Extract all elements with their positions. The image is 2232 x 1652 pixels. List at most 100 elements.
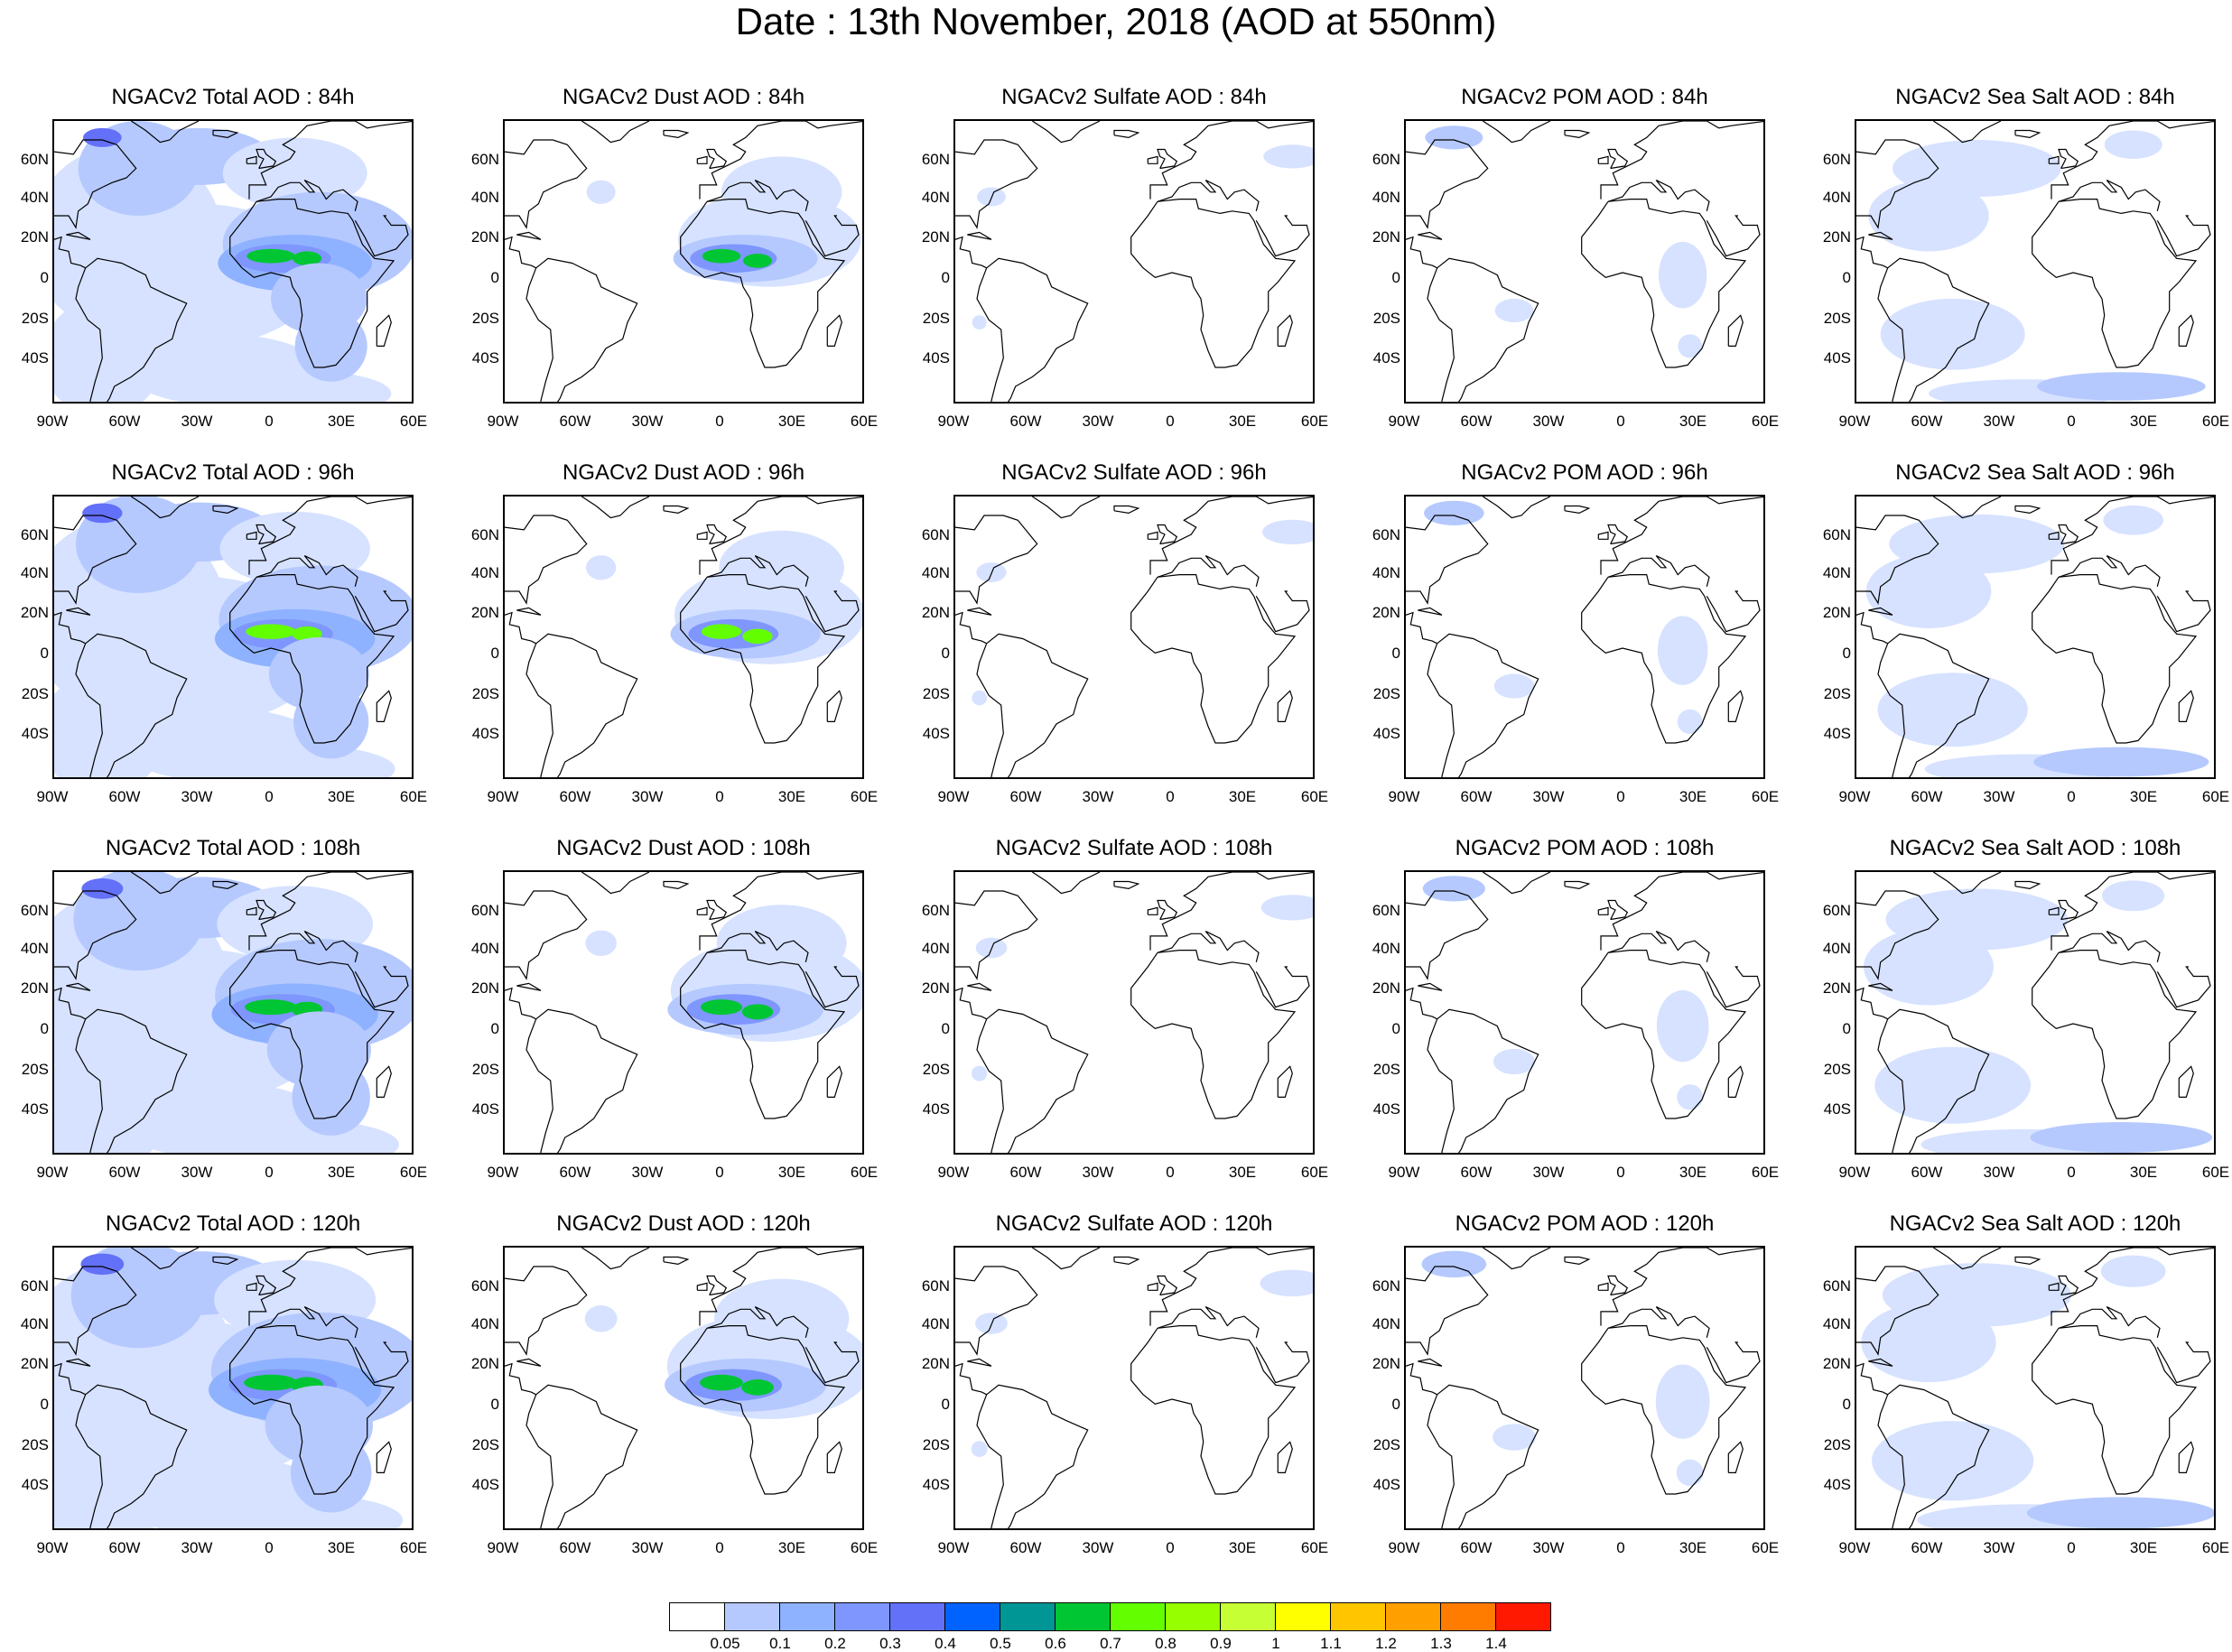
lon-tick-label: 0 — [265, 1539, 274, 1556]
lat-tick-label: 20S — [471, 684, 499, 702]
lon-tick-label: 60W — [1460, 1164, 1493, 1181]
aod-map-svg — [1406, 1248, 1763, 1528]
aod-field-patch — [81, 878, 124, 899]
coastline — [967, 607, 992, 616]
coastline — [212, 1256, 239, 1266]
coastline — [581, 497, 650, 519]
coastline — [66, 231, 91, 240]
lat-tick-label: 40N — [470, 939, 499, 957]
lat-tick-label: 40N — [1822, 1314, 1851, 1332]
coastline — [75, 1394, 103, 1528]
lat-tick-label: 40S — [471, 1100, 499, 1118]
lat-tick-label: 40N — [20, 939, 49, 957]
coastline — [2178, 1441, 2194, 1473]
coastline — [2032, 573, 2198, 744]
lon-tick-label: 30W — [631, 413, 664, 430]
colorbar-swatch — [1220, 1602, 1276, 1631]
aod-field-patch — [2102, 880, 2165, 912]
lon-tick-label: 60W — [1460, 788, 1493, 805]
coastline — [1581, 198, 1747, 368]
lon-tick-label: 30W — [631, 1164, 664, 1181]
lat-tick-label: 0 — [40, 268, 49, 286]
coastline — [1255, 590, 1310, 633]
coastline — [1482, 1248, 1551, 1270]
aod-field-patch — [1263, 144, 1313, 169]
lon-tick-label: 90W — [36, 1164, 69, 1181]
lon-tick-label: 30W — [1082, 1164, 1114, 1181]
colorbar — [669, 1602, 1551, 1631]
colorbar-swatch — [1275, 1602, 1331, 1631]
lon-tick-label: 90W — [937, 1164, 970, 1181]
lat-tick-label: 40N — [921, 939, 950, 957]
aod-field-patch — [292, 1058, 370, 1136]
lat-tick-label: 40S — [1823, 1476, 1851, 1494]
coastline — [986, 633, 1089, 777]
colorbar-level-label: 0.5 — [990, 1635, 1011, 1652]
lat-tick-label: 60N — [20, 901, 49, 919]
coastline — [2051, 1248, 2214, 1326]
coastline — [1437, 1384, 1539, 1528]
aod-field-patch — [293, 251, 321, 266]
coastline — [1113, 1256, 1140, 1266]
colorbar-level-label: 0.3 — [879, 1635, 901, 1652]
coastline — [1856, 1362, 1888, 1396]
lon-tick-label: 90W — [937, 788, 970, 805]
lat-tick-label: 60N — [1822, 901, 1851, 919]
coastline — [130, 121, 200, 144]
lon-tick-label: 90W — [937, 1539, 970, 1556]
lat-tick-label: 40N — [921, 1314, 950, 1332]
colorbar-swatch — [1110, 1602, 1166, 1631]
aod-field-patch — [1880, 298, 2025, 370]
lon-tick-label: 30E — [327, 1164, 356, 1181]
lat-tick-label: 40S — [471, 349, 499, 367]
lon-tick-label: 0 — [715, 788, 724, 805]
map-panel-seasalt-84h — [1855, 119, 2216, 404]
aod-field-patch — [1260, 1269, 1313, 1297]
lat-tick-label: 20N — [921, 604, 950, 622]
map-panel-dust-96h — [503, 495, 864, 779]
coastline — [1277, 314, 1293, 347]
map-panel-seasalt-96h — [1855, 495, 2216, 779]
coastline — [955, 236, 987, 269]
coastline — [256, 899, 277, 921]
coastline — [2014, 129, 2041, 139]
lon-tick-label: 60E — [1751, 1164, 1780, 1181]
colorbar-level-label: 0.9 — [1210, 1635, 1232, 1652]
coastline — [696, 906, 708, 915]
colorbar-swatch — [779, 1602, 835, 1631]
colorbar-swatch — [1000, 1602, 1056, 1631]
lon-tick-label: 30E — [2129, 1164, 2158, 1181]
coastline — [516, 231, 542, 240]
coastline — [54, 987, 86, 1020]
map-panel-dust-84h — [503, 119, 864, 404]
aod-map-svg — [505, 121, 862, 402]
lon-tick-label: 0 — [1616, 413, 1625, 430]
coastline — [54, 611, 86, 645]
coastline — [1427, 1394, 1455, 1528]
lon-tick-label: 60E — [1300, 788, 1329, 805]
lat-tick-label: 40S — [471, 725, 499, 743]
colorbar-level-label: 1.2 — [1375, 1635, 1397, 1652]
coastline — [2156, 966, 2211, 1008]
lat-tick-label: 20N — [921, 228, 950, 246]
panel-title-pom-120h: NGACv2 POM AOD : 120h — [1455, 1211, 1715, 1236]
coastline — [955, 987, 987, 1020]
coastline — [54, 1266, 137, 1356]
coastline — [1130, 949, 1297, 1119]
colorbar-swatch — [1495, 1602, 1551, 1631]
lat-tick-label: 20S — [471, 1060, 499, 1078]
coastline — [248, 497, 412, 575]
coastline — [1147, 531, 1158, 540]
lon-tick-label: 60W — [559, 1539, 591, 1556]
coastline — [1157, 148, 1178, 170]
lon-tick-label: 30E — [1228, 413, 1257, 430]
coastline — [1727, 1065, 1744, 1098]
coastline — [229, 1324, 395, 1495]
coastline — [1147, 906, 1158, 915]
aod-map-svg — [1856, 121, 2214, 402]
lon-tick-label: 30E — [1679, 788, 1707, 805]
aod-map-svg — [1856, 872, 2214, 1153]
map-panel-sulfate-96h — [953, 495, 1315, 779]
aod-map-svg — [1406, 497, 1763, 777]
